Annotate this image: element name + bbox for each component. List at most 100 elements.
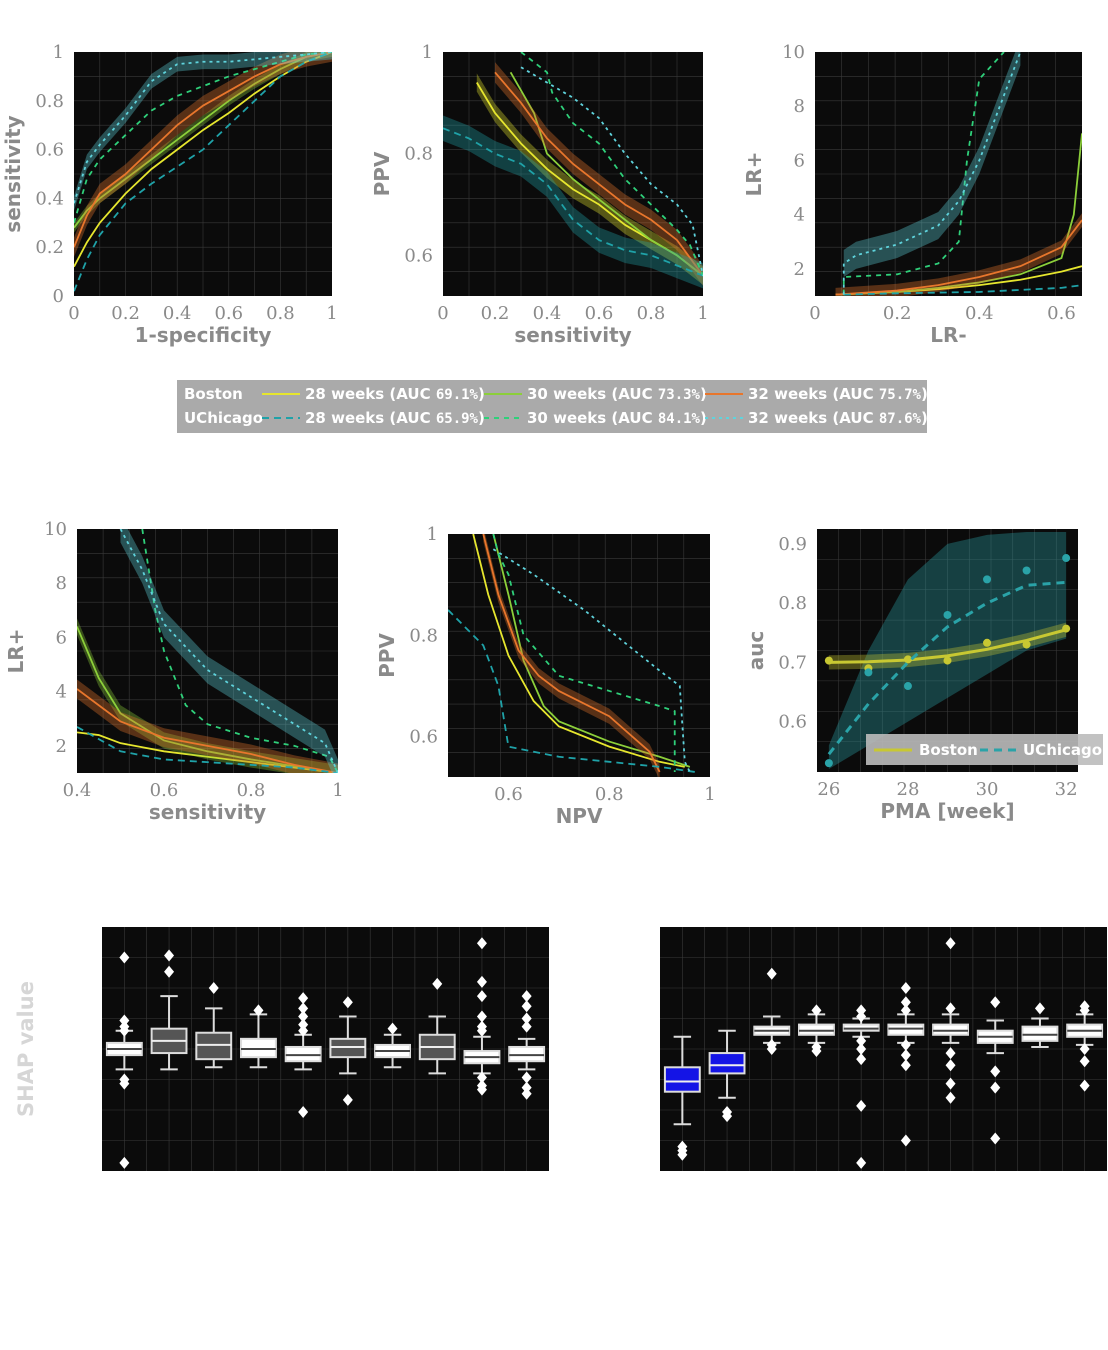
shap_right-box-rect (842, 1023, 880, 1032)
ppv_npv-ytick-label: 1 (427, 524, 438, 545)
roc-line-b30 (74, 52, 332, 229)
shap_right-outlier (945, 1091, 956, 1104)
lr_plus_sens-line-u28 (77, 726, 338, 773)
auc_pma-ytick-label: 0.9 (778, 534, 807, 555)
roc-series-group (74, 52, 332, 292)
shap_left-box-8 (418, 977, 456, 1075)
ppv_sens-xtick-label: 0.2 (481, 303, 510, 324)
shap_left-outlier (298, 1002, 309, 1015)
shap_right-box-rect (932, 1023, 969, 1036)
shap_right-outlier (766, 1038, 777, 1051)
shap_left-outlier (253, 1004, 264, 1017)
ppv_sens-band-b32 (495, 62, 703, 286)
legend-label-text: 30 weeks (AUC (527, 409, 658, 427)
ppv_sens-line-b32 (494, 71, 703, 277)
shap_right-outlier (945, 1077, 956, 1090)
shap_left-box-rect (329, 1037, 367, 1059)
legend-auc-value: 69.1% (436, 387, 479, 403)
ppv_sens-band-b28 (476, 73, 703, 285)
roc-line-u28 (74, 52, 332, 292)
shap_right-outlier (722, 1110, 733, 1123)
shap_right-box-rect (663, 1066, 701, 1093)
shap_right-box-rect (1021, 1025, 1059, 1042)
shap_right-outlier (766, 967, 777, 980)
shap_right-box-rect (708, 1052, 746, 1075)
shap_right-outlier (990, 996, 1001, 1009)
roc-xtick-label: 0.4 (163, 303, 192, 324)
roc-ytick-label: 0.2 (35, 237, 64, 258)
shap_left-outlier (164, 965, 175, 978)
auc-point-uchicago (903, 682, 912, 691)
shap_left-outlier (476, 1024, 487, 1037)
auc-point-boston (1062, 624, 1071, 633)
lr_plus_sens-xtick-label: 1 (332, 780, 343, 801)
legend-close-paren: ) (921, 409, 928, 427)
shap_left-outlier (521, 1020, 532, 1033)
auc-point-uchicago (864, 668, 873, 677)
auc_pma-xtick-label: 30 (976, 779, 999, 800)
shap_right-outlier (900, 1059, 911, 1072)
shap_right-box-rect (887, 1023, 925, 1036)
shap_right-outlier (990, 1081, 1001, 1094)
ppv_npv-ytick-label: 0.6 (409, 727, 438, 748)
shap_right-outlier (856, 1099, 867, 1112)
lr_plus_minus-band-b32 (835, 213, 1082, 296)
auc-boston-band (828, 622, 1067, 670)
shap_left-outlier (298, 992, 309, 1005)
ppv_sens-line-u30 (520, 52, 703, 277)
legend-site-boston: Boston (184, 385, 243, 403)
roc-xtick-label: 0 (68, 303, 79, 324)
lr_plus_sens-band-u32 (120, 529, 338, 773)
shap_left-outlier (298, 1024, 309, 1037)
lr_plus_sens-ytick-label: 6 (56, 627, 67, 648)
shap_left-outlier (164, 949, 175, 962)
shap_right-outlier (990, 1065, 1001, 1078)
ppv_npv-series-group (448, 534, 696, 777)
legend-site-uchicago: UChicago (184, 409, 263, 427)
legend-label-u32: 32 weeks (AUC 87.6%) (748, 409, 928, 427)
lr_plus_minus-xtick-label: 0.6 (1047, 303, 1076, 324)
shap_right-outlier (1079, 1079, 1090, 1092)
shap_right-outlier (945, 1047, 956, 1060)
lr_plus_minus-ytick-label: 4 (794, 205, 805, 226)
lr_plus_minus-line-u30 (842, 52, 1005, 295)
legend-auc-value: 73.3% (658, 387, 701, 403)
shap_right-box-4 (798, 1004, 835, 1058)
auc-legend: Boston UChicago (866, 734, 1103, 765)
shap_left-outlier (521, 1087, 532, 1100)
shap_left-outlier (476, 975, 487, 988)
legend-label-text: 30 weeks (AUC (527, 385, 658, 403)
roc-ytick-label: 0 (53, 286, 64, 307)
ppv_npv-y-axis-label: PPV (375, 633, 399, 678)
shap_right-outlier (856, 1053, 867, 1066)
shap_right-box-3 (753, 967, 791, 1055)
lr_plus_minus-x-axis-label: LR- (930, 323, 966, 347)
roc-minor-grid (74, 52, 332, 296)
ppv_npv-x-axis-label: NPV (556, 804, 603, 828)
roc-xtick-label: 0.6 (214, 303, 243, 324)
lr_plus_sens-ytick-label: 8 (56, 573, 67, 594)
auc-point-boston (1022, 640, 1031, 649)
legend-label-b28: 28 weeks (AUC 69.1%) (305, 385, 485, 403)
lr_plus_sens-line-b30 (77, 626, 338, 773)
auc-fit-boston (828, 628, 1067, 664)
shap_left-box-5 (284, 992, 322, 1119)
shap_right-outlier (900, 996, 911, 1009)
auc-point-boston (983, 638, 992, 647)
shap_right-outlier (1079, 1043, 1090, 1055)
ppv_sens-line-u28 (443, 127, 703, 277)
auc-point-uchicago (943, 610, 952, 619)
shap_right-outlier (677, 1148, 688, 1161)
ppv_npv-xtick-label: 0.8 (595, 784, 624, 805)
shap_left-outlier (342, 996, 353, 1009)
legend-close-paren: ) (700, 409, 707, 427)
shap_right-outlier (1079, 1055, 1090, 1068)
ppv_sens-x-axis-label: sensitivity (514, 323, 631, 347)
shap_right-outlier (811, 1004, 822, 1017)
shap_right-outlier (856, 1043, 867, 1055)
ppv_sens-xtick-label: 0 (437, 303, 448, 324)
shap_left-outlier (521, 1012, 532, 1025)
lr_plus_minus-line-b30 (835, 133, 1082, 296)
roc-xtick-label: 0.8 (266, 303, 295, 324)
legend-label-b32: 32 weeks (AUC 75.7%) (748, 385, 928, 403)
